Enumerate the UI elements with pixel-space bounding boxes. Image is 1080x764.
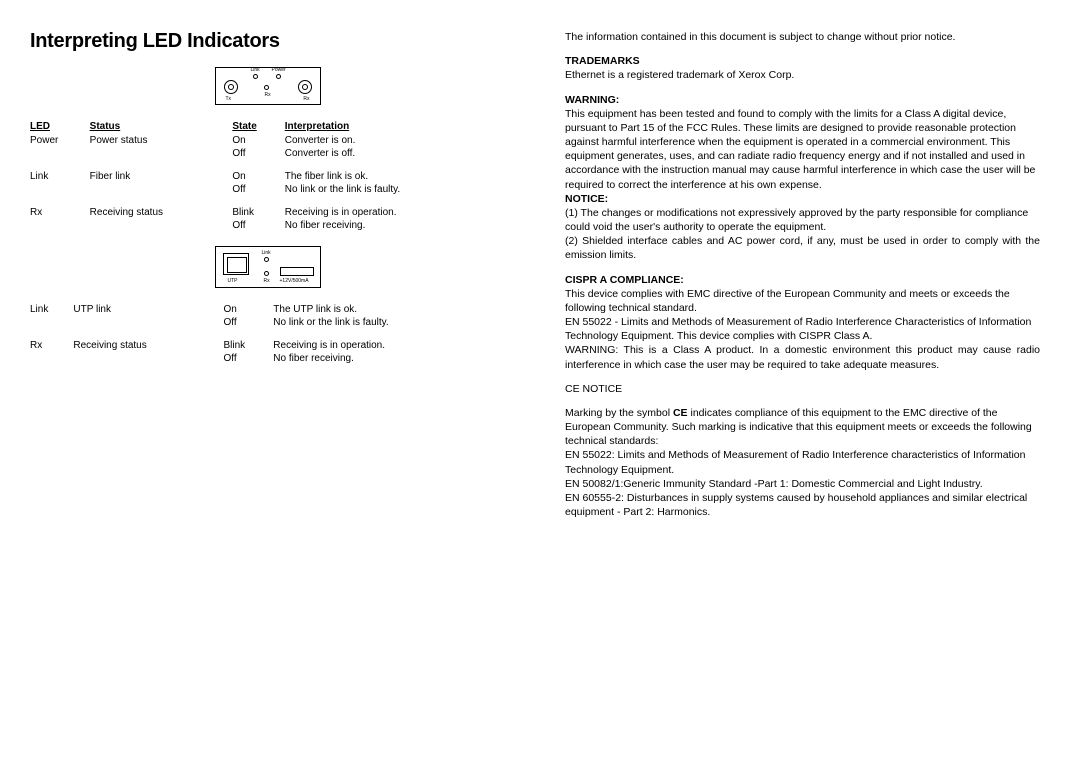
led-link-icon: [264, 257, 269, 262]
label-power: +12V/500mA: [280, 279, 309, 284]
table-row: [30, 196, 505, 206]
table-row: LinkUTP linkOnThe UTP link is ok.: [30, 303, 505, 316]
ce-heading: CE NOTICE: [565, 382, 1040, 396]
th-interp: Interpretation: [285, 120, 505, 134]
led-power-icon: [276, 74, 281, 79]
led-rx-icon: [264, 271, 269, 276]
cispr-2: EN 55022 - Limits and Methods of Measure…: [565, 315, 1040, 343]
power-jack-icon: [280, 267, 314, 276]
label-link: Link: [262, 251, 271, 256]
cispr-heading: CISPR A COMPLIANCE:: [565, 273, 1040, 287]
connector-rx-icon: [298, 80, 312, 94]
ce-4: EN 60555-2: Disturbances in supply syste…: [565, 491, 1040, 519]
table-row: OffNo fiber receiving.: [30, 219, 505, 232]
table-row: OffNo link or the link is faulty.: [30, 316, 505, 329]
trademarks-heading: TRADEMARKS: [565, 54, 1040, 68]
intro-text: The information contained in this docume…: [565, 30, 1040, 44]
ce-1: Marking by the symbol CE indicates compl…: [565, 406, 1040, 449]
label-link: Link: [251, 68, 260, 73]
notice-1: (1) The changes or modifications not exp…: [565, 206, 1040, 234]
label-rx: Rx: [265, 93, 271, 98]
table-row: RxReceiving statusBlinkReceiving is in o…: [30, 206, 505, 219]
cispr-3: WARNING: This is a Class A product. In a…: [565, 343, 1040, 371]
diagram-fiber: Link Power Rx Tx Rx: [30, 67, 505, 110]
table-row: OffNo fiber receiving.: [30, 352, 505, 365]
label-rx: Rx: [264, 279, 270, 284]
table-row: OffConverter is off.: [30, 147, 505, 160]
diagram-utp: Link Rx UTP +12V/500mA: [30, 246, 505, 293]
left-column: Interpreting LED Indicators Link Power R…: [30, 30, 535, 734]
table-row: [30, 160, 505, 170]
label-power: Power: [272, 68, 286, 73]
label-utp: UTP: [228, 279, 238, 284]
warning-text: This equipment has been tested and found…: [565, 107, 1040, 192]
ce-3: EN 50082/1:Generic Immunity Standard -Pa…: [565, 477, 1040, 491]
ce-2: EN 55022: Limits and Methods of Measurem…: [565, 448, 1040, 476]
connector-tx-icon: [224, 80, 238, 94]
label-rx2: Rx: [303, 97, 309, 102]
table-row: [30, 329, 505, 339]
table-row: PowerPower statusOnConverter is on.: [30, 134, 505, 147]
trademarks-text: Ethernet is a registered trademark of Xe…: [565, 68, 1040, 82]
th-status: Status: [90, 120, 233, 134]
notice-2: (2) Shielded interface cables and AC pow…: [565, 234, 1040, 262]
table-row: LinkFiber linkOnThe fiber link is ok.: [30, 170, 505, 183]
warning-heading: WARNING:: [565, 93, 1040, 107]
table-row: OffNo link or the link is faulty.: [30, 183, 505, 196]
utp-port-icon: [223, 253, 249, 275]
cispr-1: This device complies with EMC directive …: [565, 287, 1040, 315]
notice-heading: NOTICE:: [565, 192, 1040, 206]
right-column: The information contained in this docume…: [535, 30, 1040, 734]
led-rx-icon: [264, 85, 269, 90]
page-title: Interpreting LED Indicators: [30, 30, 505, 53]
led-link-icon: [253, 74, 258, 79]
led-table-2: LinkUTP linkOnThe UTP link is ok.OffNo l…: [30, 303, 505, 365]
th-state: State: [232, 120, 284, 134]
table-row: RxReceiving statusBlinkReceiving is in o…: [30, 339, 505, 352]
led-table-1: LED Status State Interpretation PowerPow…: [30, 120, 505, 232]
label-tx: Tx: [226, 97, 232, 102]
th-led: LED: [30, 120, 90, 134]
